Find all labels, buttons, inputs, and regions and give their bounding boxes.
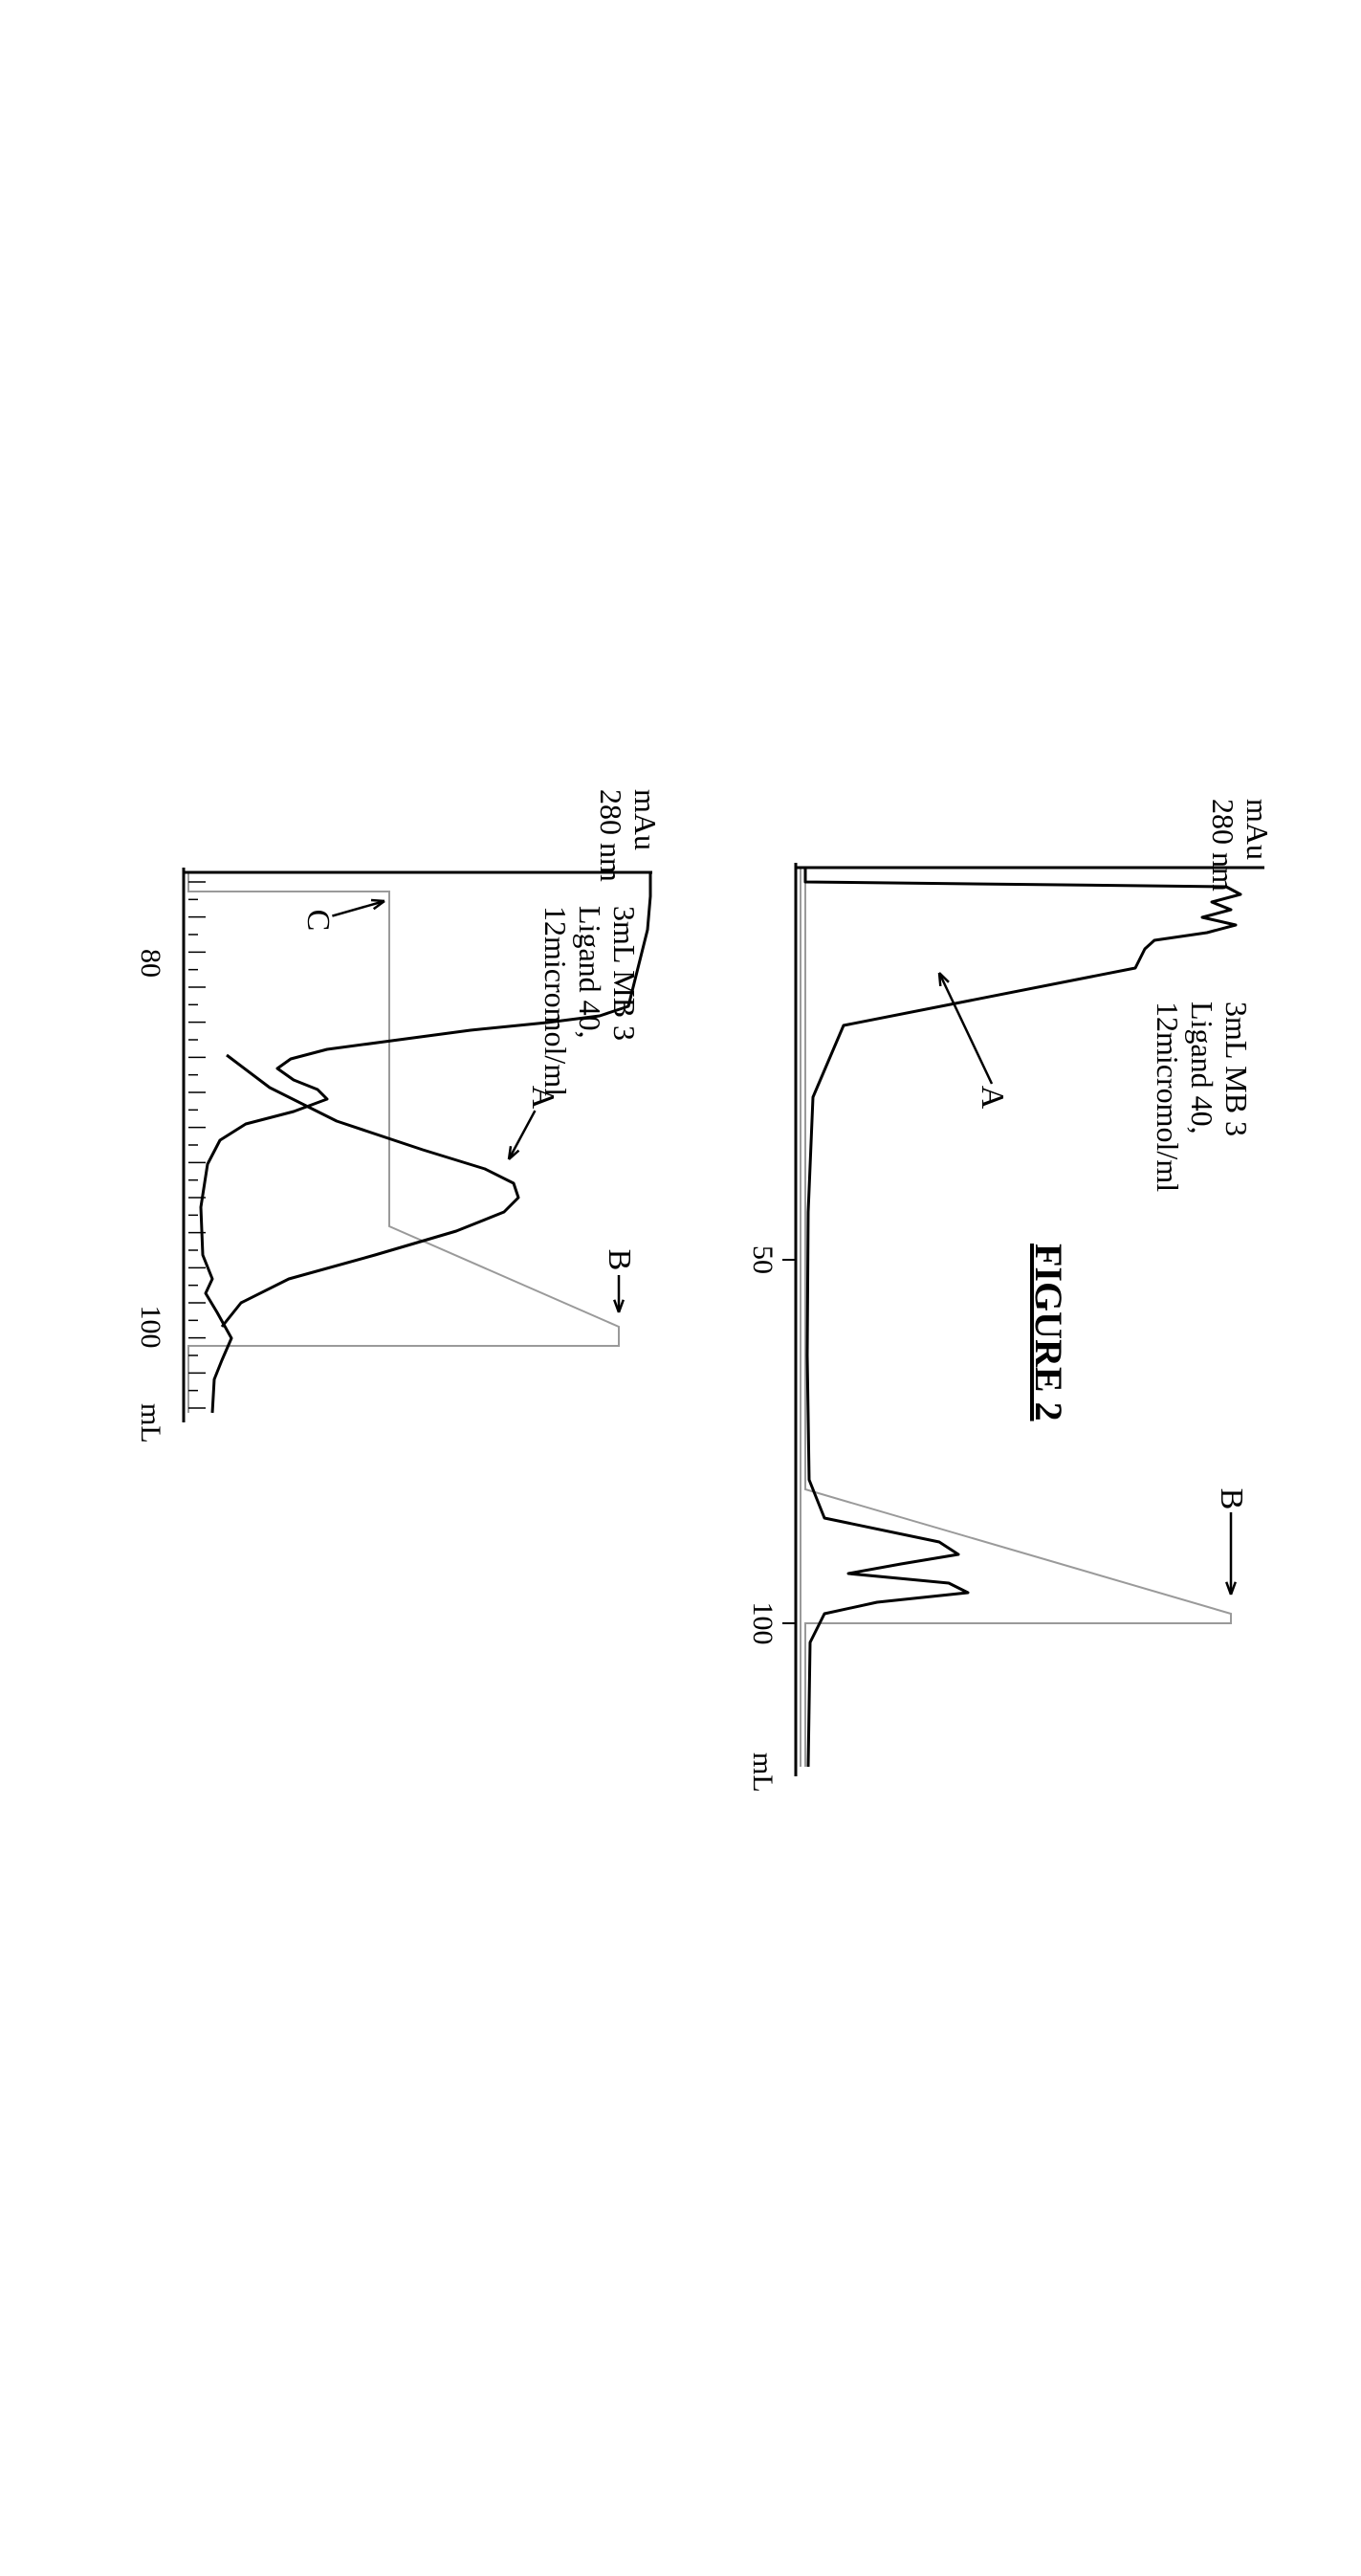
svg-text:B: B [602, 1248, 637, 1270]
svg-text:280 nm: 280 nm [594, 789, 628, 882]
svg-text:80: 80 [135, 949, 166, 978]
svg-text:mL: mL [135, 1403, 166, 1443]
svg-text:mAu: mAu [628, 789, 663, 850]
svg-text:B: B [1214, 1487, 1249, 1509]
chromatogram-left-svg: 50 100 mL mAu280 nm 3mL MB 3Ligand 40,12micr… [710, 782, 1284, 1795]
svg-text:Ligand 40,: Ligand 40, [1185, 1002, 1219, 1134]
svg-text:3mL MB 3: 3mL MB 3 [607, 906, 642, 1041]
figure-rotated-wrap: 50100mLmAu280 nm3mL MB 3Ligand 40,12micr… [78, 782, 1284, 1795]
panel-left: 50 100 mL mAu280 nm 3mL MB 3Ligand 40,12micr… [710, 782, 1284, 1795]
svg-text:12micromol/ml: 12micromol/ml [538, 906, 573, 1096]
svg-text:A: A [525, 1085, 560, 1109]
svg-text:C: C [300, 909, 336, 931]
svg-text:3mL MB 3: 3mL MB 3 [1219, 1002, 1254, 1136]
panel-right: 80 100 mL mAu280 nm 3mL MB 3Ligand 40,12micr… [78, 782, 671, 1795]
svg-text:mAu: mAu [1240, 799, 1275, 860]
figure-caption: FIGURE 2 [1026, 1244, 1071, 1421]
svg-text:280 nm: 280 nm [1206, 799, 1240, 892]
svg-text:100: 100 [135, 1305, 166, 1348]
chromatogram-right-svg: 80 100 mL mAu280 nm 3mL MB 3Ligand 40,12micr… [78, 782, 671, 1451]
svg-text:12micromol/ml: 12micromol/ml [1151, 1002, 1185, 1192]
svg-text:50: 50 [747, 1245, 779, 1274]
page: 50100mLmAu280 nm3mL MB 3Ligand 40,12micr… [0, 0, 1361, 2576]
svg-text:mL: mL [747, 1752, 779, 1793]
svg-text:A: A [975, 1085, 1010, 1109]
svg-text:Ligand 40,: Ligand 40, [573, 906, 607, 1039]
panels-container: 50100mLmAu280 nm3mL MB 3Ligand 40,12micr… [78, 782, 1284, 1795]
svg-text:100: 100 [747, 1601, 779, 1644]
